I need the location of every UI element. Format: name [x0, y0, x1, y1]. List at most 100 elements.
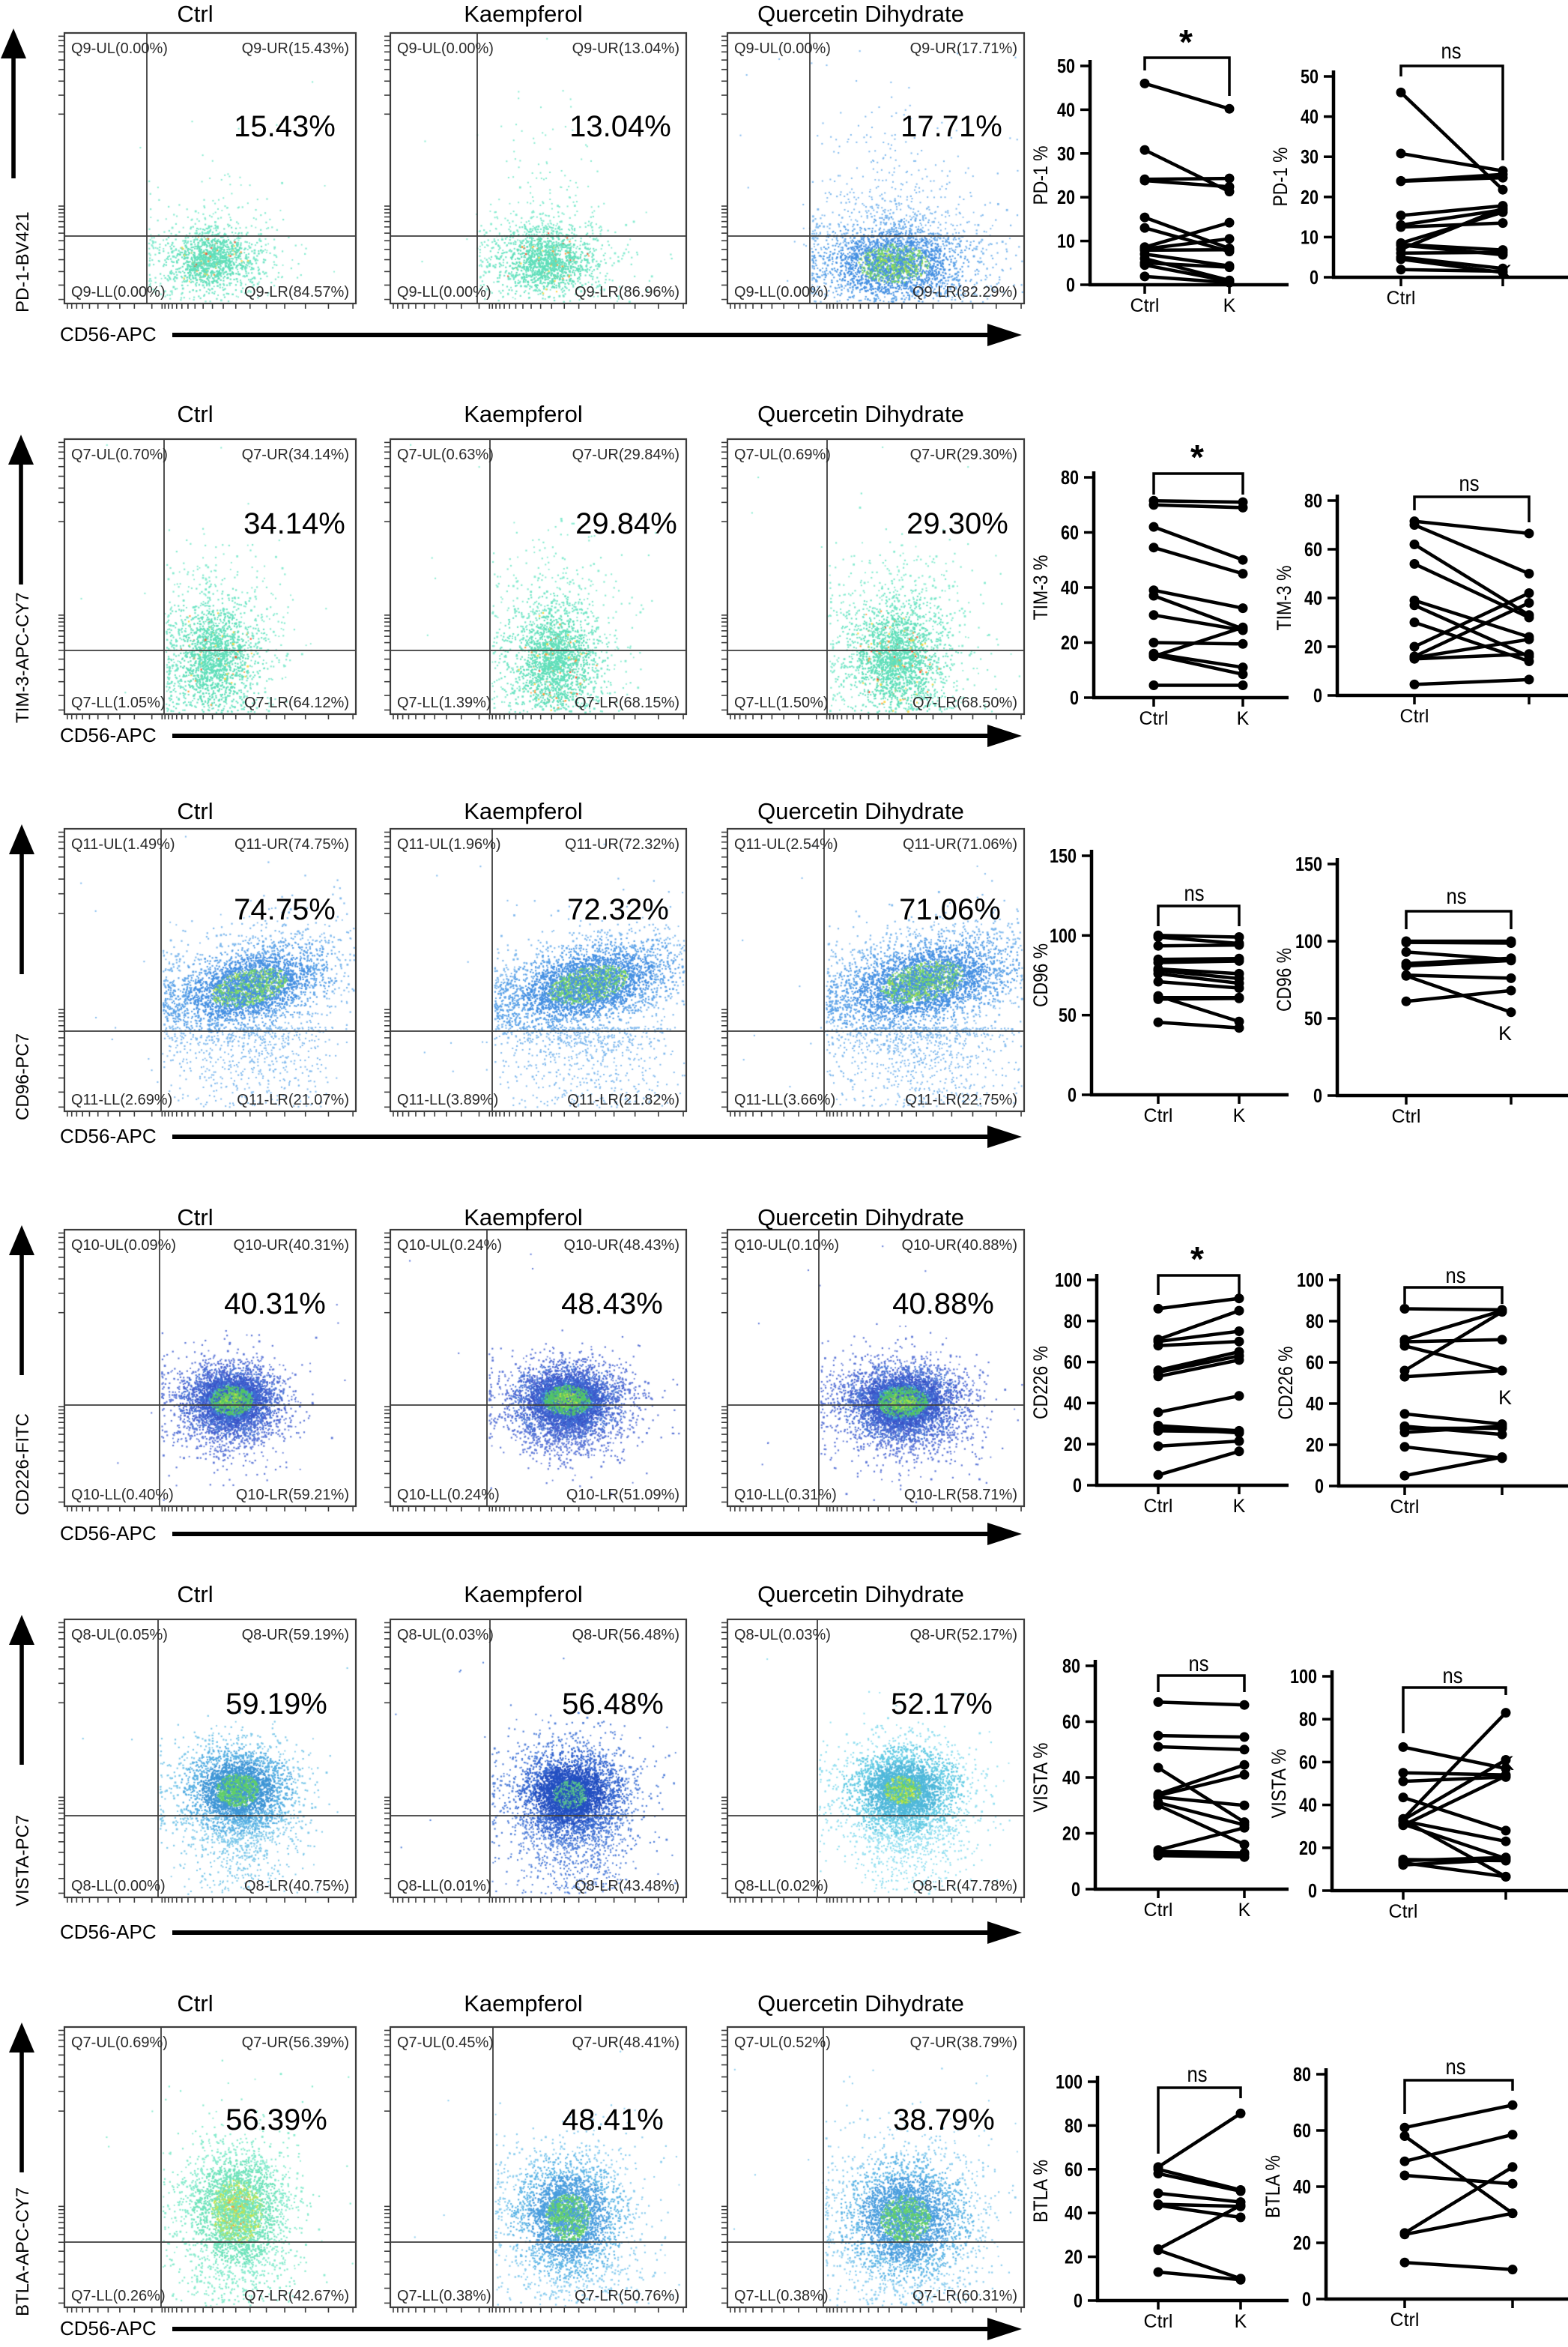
svg-text:10: 10 — [1057, 230, 1075, 253]
svg-text:71.06%: 71.06% — [899, 893, 1001, 926]
svg-text:CD56-APC: CD56-APC — [60, 1125, 157, 1147]
svg-text:K: K — [1233, 1496, 1246, 1517]
svg-text:Q8-UL(0.05%): Q8-UL(0.05%) — [71, 1627, 168, 1643]
svg-text:Q10-UL(0.24%): Q10-UL(0.24%) — [397, 1237, 502, 1254]
svg-text:0: 0 — [1074, 2289, 1083, 2312]
svg-text:80: 80 — [1061, 466, 1079, 489]
svg-text:56.48%: 56.48% — [562, 1688, 664, 1721]
svg-text:60: 60 — [1062, 1711, 1080, 1733]
svg-text:Quercetin Dihydrate: Quercetin Dihydrate — [757, 1204, 964, 1230]
svg-text:20: 20 — [1301, 186, 1319, 208]
svg-text:Q10-LR(58.71%): Q10-LR(58.71%) — [904, 1487, 1017, 1503]
svg-text:80: 80 — [1064, 1310, 1082, 1332]
svg-text:150: 150 — [1295, 853, 1322, 875]
svg-text:Ctrl: Ctrl — [1144, 2311, 1173, 2332]
svg-text:0: 0 — [1071, 1878, 1080, 1900]
svg-text:100: 100 — [1290, 1665, 1317, 1688]
svg-text:20: 20 — [1064, 1433, 1082, 1455]
svg-text:Q9-UL(0.00%): Q9-UL(0.00%) — [71, 40, 168, 57]
svg-text:Ctrl: Ctrl — [177, 1581, 213, 1607]
svg-text:20: 20 — [1304, 635, 1322, 658]
svg-text:60: 60 — [1061, 522, 1079, 544]
svg-text:ns: ns — [1446, 1263, 1466, 1288]
svg-text:40: 40 — [1057, 98, 1075, 121]
svg-text:Q8-UL(0.03%): Q8-UL(0.03%) — [397, 1627, 494, 1643]
svg-text:Q7-LL(0.26%): Q7-LL(0.26%) — [71, 2288, 166, 2304]
svg-text:Q9-UR(13.04%): Q9-UR(13.04%) — [572, 40, 679, 57]
svg-text:100: 100 — [1050, 924, 1077, 946]
svg-text:*: * — [1190, 1239, 1204, 1278]
svg-text:ns: ns — [1443, 1664, 1463, 1688]
svg-text:CD96 %: CD96 % — [1273, 948, 1295, 1012]
svg-text:Ctrl: Ctrl — [177, 401, 213, 427]
svg-text:CD226 %: CD226 % — [1274, 1347, 1297, 1420]
svg-text:Q10-UL(0.09%): Q10-UL(0.09%) — [71, 1237, 176, 1254]
svg-text:Kaempferol: Kaempferol — [464, 401, 583, 427]
svg-text:Q10-UR(40.88%): Q10-UR(40.88%) — [901, 1237, 1017, 1254]
svg-text:Q8-LL(0.01%): Q8-LL(0.01%) — [397, 1878, 491, 1894]
svg-text:48.41%: 48.41% — [562, 2103, 664, 2136]
svg-text:50: 50 — [1059, 1004, 1077, 1027]
svg-text:Q10-LR(59.21%): Q10-LR(59.21%) — [236, 1487, 349, 1503]
svg-text:Ctrl: Ctrl — [1130, 295, 1160, 316]
svg-text:Q7-UR(38.79%): Q7-UR(38.79%) — [910, 2035, 1017, 2051]
svg-text:40: 40 — [1299, 1794, 1317, 1816]
svg-text:PD-1 %: PD-1 % — [1269, 148, 1292, 207]
svg-text:Kaempferol: Kaempferol — [464, 1581, 583, 1607]
svg-text:Q7-LL(0.38%): Q7-LL(0.38%) — [397, 2288, 491, 2304]
svg-text:40: 40 — [1301, 106, 1319, 128]
svg-text:Ctrl: Ctrl — [177, 1, 213, 27]
svg-text:Q8-LL(0.00%): Q8-LL(0.00%) — [71, 1878, 166, 1894]
svg-text:0: 0 — [1308, 1879, 1317, 1902]
svg-text:Q11-LL(3.89%): Q11-LL(3.89%) — [397, 1092, 498, 1108]
svg-text:20: 20 — [1293, 2232, 1311, 2254]
svg-text:ns: ns — [1447, 884, 1467, 909]
svg-text:CD226-FITC: CD226-FITC — [13, 1413, 33, 1515]
svg-text:Q11-LL(2.69%): Q11-LL(2.69%) — [71, 1092, 172, 1108]
svg-text:Ctrl: Ctrl — [1400, 706, 1429, 727]
svg-text:Ctrl: Ctrl — [177, 1204, 213, 1230]
svg-text:Q9-UR(15.43%): Q9-UR(15.43%) — [242, 40, 349, 57]
svg-text:Q10-UR(48.43%): Q10-UR(48.43%) — [563, 1237, 679, 1254]
svg-text:Q7-LL(1.50%): Q7-LL(1.50%) — [734, 695, 829, 711]
svg-text:TIM-3 %: TIM-3 % — [1273, 566, 1295, 631]
svg-text:59.19%: 59.19% — [225, 1688, 327, 1721]
svg-text:Q9-LL(0.00%): Q9-LL(0.00%) — [734, 284, 829, 300]
svg-text:38.79%: 38.79% — [893, 2103, 995, 2136]
svg-text:Kaempferol: Kaempferol — [464, 1, 583, 27]
svg-text:Q9-LL(0.00%): Q9-LL(0.00%) — [71, 284, 166, 300]
svg-text:Ctrl: Ctrl — [177, 798, 213, 824]
svg-text:TIM-3 %: TIM-3 % — [1029, 555, 1052, 620]
svg-text:CD96-PC7: CD96-PC7 — [13, 1033, 33, 1120]
svg-text:Q9-LL(0.00%): Q9-LL(0.00%) — [397, 284, 491, 300]
svg-text:29.30%: 29.30% — [906, 507, 1008, 540]
svg-text:60: 60 — [1306, 1351, 1324, 1374]
svg-text:Q8-LR(43.48%): Q8-LR(43.48%) — [575, 1878, 679, 1894]
svg-text:60: 60 — [1064, 1351, 1082, 1374]
svg-text:60: 60 — [1293, 2119, 1311, 2142]
svg-text:48.43%: 48.43% — [561, 1287, 663, 1320]
svg-text:K: K — [1498, 1022, 1512, 1045]
svg-text:Q11-UL(1.96%): Q11-UL(1.96%) — [397, 836, 501, 853]
svg-text:74.75%: 74.75% — [234, 893, 336, 926]
svg-text:Ctrl: Ctrl — [1387, 288, 1416, 309]
svg-text:80: 80 — [1065, 2114, 1083, 2136]
svg-text:*: * — [1190, 438, 1204, 477]
svg-text:PD-1 %: PD-1 % — [1029, 146, 1052, 205]
svg-text:Ctrl: Ctrl — [1144, 1496, 1173, 1517]
svg-text:0: 0 — [1066, 274, 1075, 296]
svg-text:20: 20 — [1061, 632, 1079, 654]
svg-text:Q7-LL(0.38%): Q7-LL(0.38%) — [734, 2288, 829, 2304]
svg-text:0: 0 — [1068, 1084, 1077, 1106]
svg-text:20: 20 — [1062, 1822, 1080, 1845]
svg-text:Ctrl: Ctrl — [1389, 1901, 1418, 1922]
svg-text:Q11-UR(72.32%): Q11-UR(72.32%) — [565, 836, 679, 853]
svg-text:VISTA-PC7: VISTA-PC7 — [13, 1815, 33, 1906]
svg-text:60: 60 — [1065, 2158, 1083, 2181]
svg-text:CD56-APC: CD56-APC — [60, 1921, 157, 1943]
svg-text:PD-1-BV421: PD-1-BV421 — [13, 211, 33, 312]
svg-text:*: * — [1179, 22, 1193, 61]
svg-text:BTLA-APC-CY7: BTLA-APC-CY7 — [13, 2187, 33, 2316]
svg-text:60: 60 — [1304, 538, 1322, 561]
svg-text:Q7-UL(0.69%): Q7-UL(0.69%) — [71, 2035, 168, 2051]
